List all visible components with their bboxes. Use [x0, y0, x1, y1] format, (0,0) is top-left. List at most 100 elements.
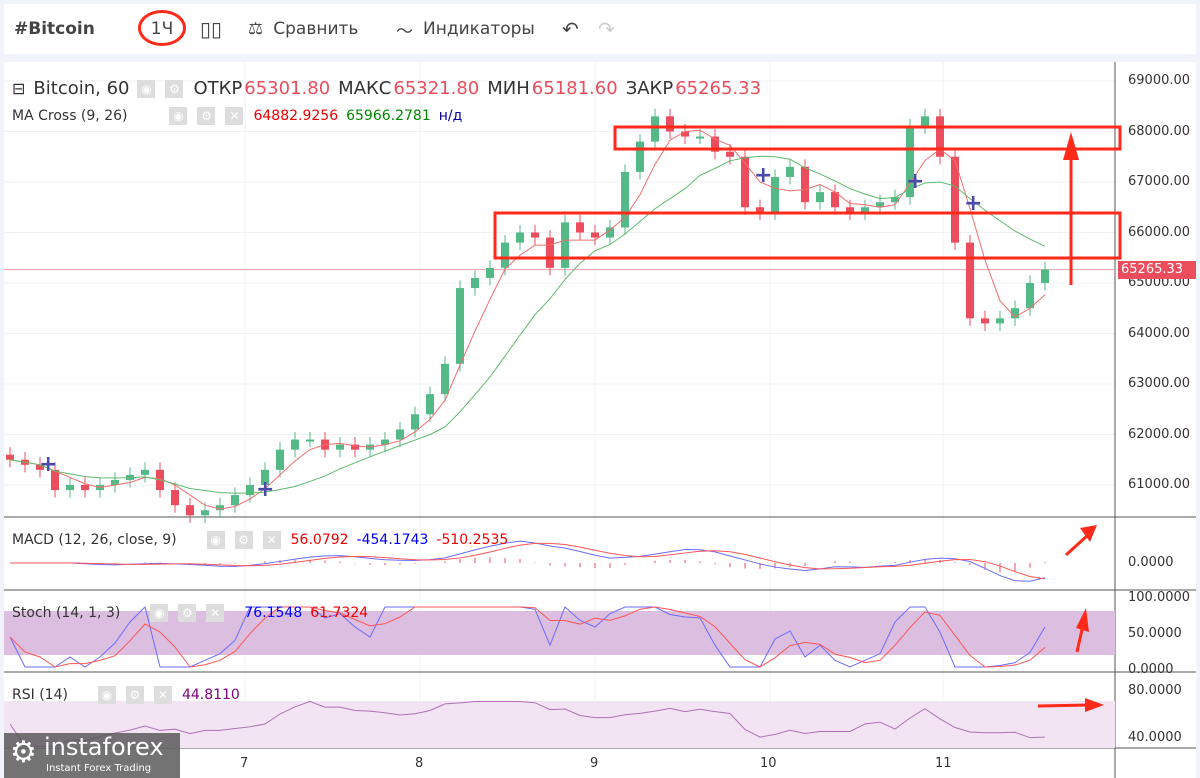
brand-tagline: Instant Forex Trading [46, 763, 152, 774]
candle [816, 192, 824, 203]
gear-icon[interactable]: ⚙ [234, 531, 253, 549]
undo-icon[interactable]: ↶ [562, 4, 579, 54]
candle [411, 414, 419, 430]
high-value: 65321.80 [393, 78, 480, 99]
candle [546, 237, 554, 268]
cross-marker-icon: + [754, 163, 772, 188]
indicators-icon: 〜 [396, 21, 413, 42]
candle [846, 207, 854, 213]
candle [561, 222, 569, 268]
candle [921, 116, 929, 127]
ma-fast-line [9, 129, 1046, 510]
candle [831, 192, 839, 208]
candle [801, 166, 809, 203]
eye-icon[interactable]: ◉ [150, 604, 169, 622]
candle [231, 495, 239, 506]
last-price-label: 65265.33 [1118, 261, 1196, 279]
rsi-arrowhead [1085, 698, 1104, 712]
candle [516, 232, 524, 243]
gear-icon[interactable]: ⚙ [197, 107, 216, 125]
stoch-axis-label: 50.0000 [1128, 626, 1182, 641]
ma-legend: MA Cross (9, 26) ◉ ⚙ ✕ 64882.9256 65966.27… [12, 107, 462, 125]
candle [621, 171, 629, 228]
close-icon[interactable]: ✕ [262, 531, 281, 549]
gear-icon[interactable]: ⚙ [125, 686, 144, 704]
macd-arrowhead [1080, 525, 1097, 542]
candle [81, 485, 89, 491]
candle [246, 485, 254, 496]
eye-icon[interactable]: ◉ [97, 686, 116, 704]
macd-line-value: -454.1743 [356, 532, 429, 548]
low-label: МИН [487, 78, 530, 99]
price-axis-label: 67000.00 [1128, 174, 1191, 189]
time-label: 9 [590, 756, 599, 771]
candle [936, 116, 944, 157]
candle [666, 116, 674, 132]
low-value: 65181.60 [531, 78, 618, 99]
candle [396, 429, 404, 440]
price-axis-label: 69000.00 [1128, 73, 1191, 88]
eye-icon[interactable]: ◉ [206, 531, 225, 549]
ma-fast-value: 64882.9256 [253, 108, 339, 124]
candle [6, 454, 14, 460]
eye-icon[interactable]: ◉ [137, 79, 156, 98]
candle [531, 232, 539, 238]
stoch-arrowhead [1076, 608, 1089, 632]
candle [291, 439, 299, 450]
cross-marker-icon: + [39, 452, 57, 477]
gear-icon[interactable]: ⚙ [178, 604, 197, 622]
candle [606, 227, 614, 238]
candle [426, 394, 434, 415]
candle [336, 444, 344, 450]
candle [186, 505, 194, 516]
indicators-button[interactable]: 〜 Индикаторы [396, 4, 535, 54]
gear-icon[interactable]: ⚙ [165, 79, 184, 98]
price-axis-label: 68000.00 [1128, 123, 1191, 139]
eye-icon[interactable]: ◉ [169, 107, 188, 125]
candle [486, 267, 494, 278]
price-axis-label: 62000.00 [1128, 426, 1191, 442]
compare-icon: ⚖ [248, 19, 264, 39]
candle [351, 444, 359, 450]
chart-type-icon[interactable]: ▯▯ [200, 4, 223, 54]
collapse-icon[interactable]: ⊟ [12, 79, 26, 98]
stoch-axis-label: 0.0000 [1128, 662, 1174, 677]
candle [36, 464, 44, 470]
candle [201, 510, 209, 516]
candle [756, 207, 764, 213]
watermark-logo: ⚙ instaforex Instant Forex Trading [4, 733, 180, 778]
close-icon[interactable]: ✕ [206, 604, 225, 622]
stoch-d-line [9, 606, 1046, 668]
macd-axis-label: 0.0000 [1128, 555, 1174, 570]
candle [981, 318, 989, 324]
rsi-axis-label: 80.0000 [1128, 683, 1182, 698]
close-icon[interactable]: ✕ [153, 686, 172, 704]
redo-icon[interactable]: ↷ [598, 4, 615, 54]
symbol-button[interactable]: #Bitcoin [14, 4, 95, 54]
stoch-legend: Stoch (14, 1, 3) ◉ ⚙ ✕ 76.1548 61.7324 [12, 604, 368, 622]
close-icon[interactable]: ✕ [225, 107, 244, 125]
high-label: МАКС [338, 78, 392, 99]
price-axis-label: 61000.00 [1128, 477, 1191, 492]
candle [951, 156, 959, 243]
candle [471, 277, 479, 289]
macd-name: MACD (12, 26, close, 9) [12, 532, 177, 548]
stoch-axis-label: 100.0000 [1128, 590, 1191, 605]
time-label: 7 [240, 756, 249, 771]
candle [261, 469, 269, 485]
candle [681, 131, 689, 137]
candle [111, 479, 119, 485]
candle [306, 439, 314, 442]
price-axis-label: 63000.00 [1128, 376, 1191, 391]
macd-signal-line [10, 542, 1046, 580]
cross-marker-icon: + [256, 477, 274, 502]
chart-area[interactable] [4, 62, 1196, 778]
candle [741, 156, 749, 208]
candle [276, 449, 284, 470]
open-label: ОТКР [193, 78, 243, 99]
rsi-value: 44.8110 [181, 687, 240, 703]
candle [591, 232, 599, 238]
compare-button[interactable]: ⚖ Сравнить [248, 4, 359, 54]
candle [51, 469, 59, 491]
